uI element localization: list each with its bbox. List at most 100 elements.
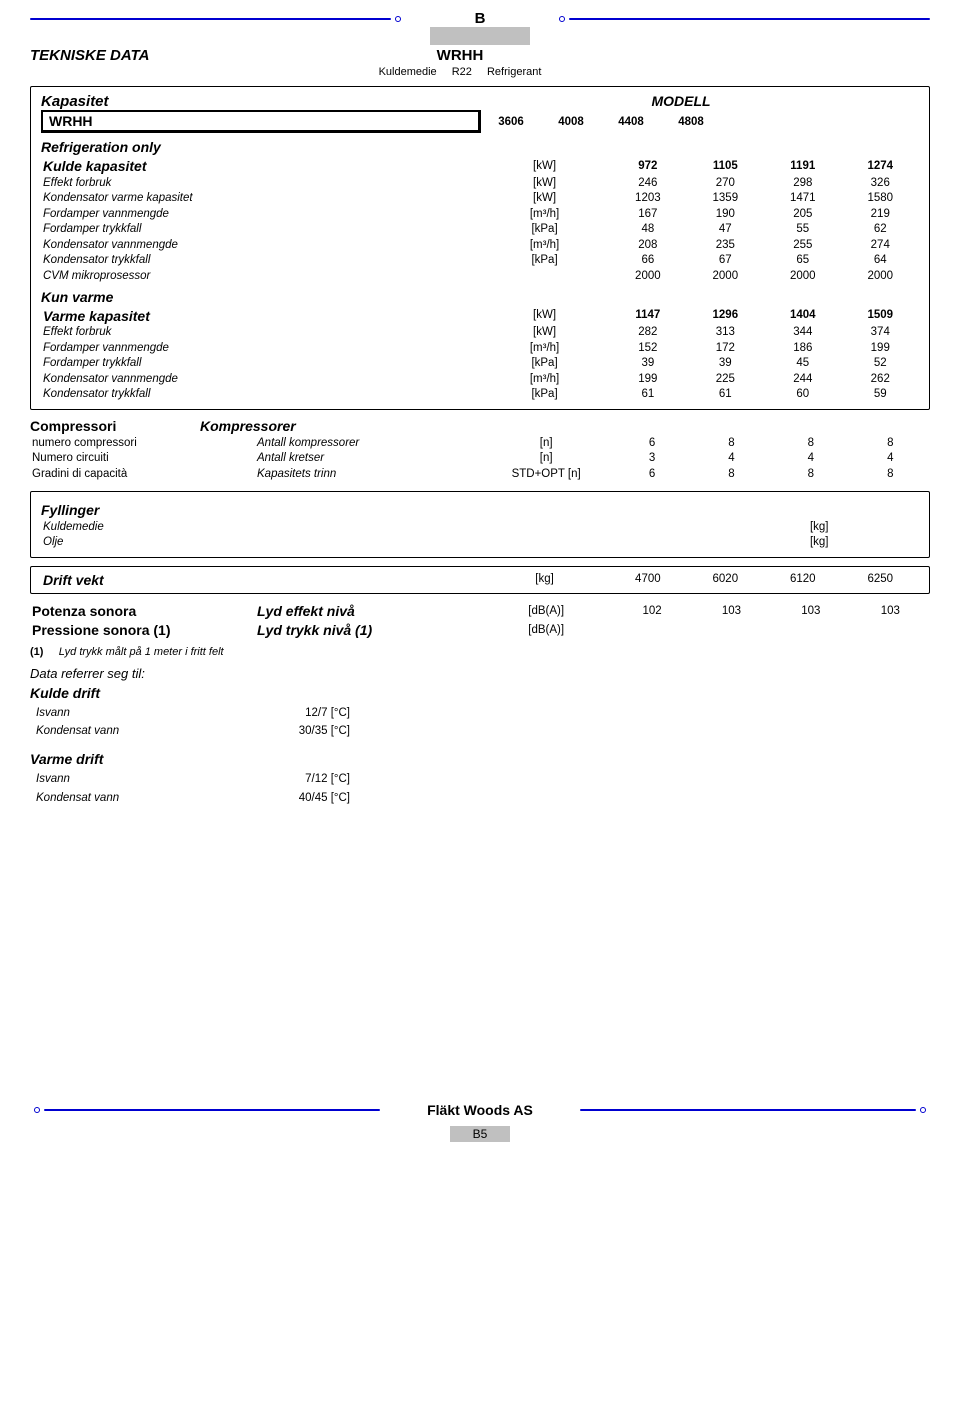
sound-table: Potenza sonoraLyd effekt nivå[dB(A)]1021… xyxy=(30,602,930,640)
row-label-1: numero compressori xyxy=(30,436,255,452)
row-value: 4 xyxy=(851,451,930,467)
sound-label-1: Potenza sonora xyxy=(30,602,255,621)
kulde-table: Isvann12/7 [°C]Kondensat vann30/35 [°C] xyxy=(30,703,356,741)
row-value: 1359 xyxy=(687,191,764,207)
compressori-heading: Compressori xyxy=(30,418,200,434)
model-columns: 3606400844084808 xyxy=(481,115,721,131)
row-value: 1471 xyxy=(764,191,841,207)
row-value: 39 xyxy=(609,356,686,372)
drift-table: Drift vekt[kg]4700602061206250 xyxy=(41,571,919,590)
kun-varme-heading: Kun varme xyxy=(41,289,919,305)
row-value: 190 xyxy=(687,207,764,223)
dot-left xyxy=(395,16,401,22)
model-col: 4408 xyxy=(601,115,661,131)
row-value: 246 xyxy=(609,176,686,192)
row-value: 2000 xyxy=(764,269,841,285)
ref-label: Isvann xyxy=(32,705,232,721)
row-value: 205 xyxy=(764,207,841,223)
table-row: Gradini di capacitàKapasitets trinnSTD+O… xyxy=(30,467,930,483)
row-value: 262 xyxy=(842,372,919,388)
row-value: 39 xyxy=(687,356,764,372)
subtitle-right: Refrigerant xyxy=(487,66,541,78)
row-unit: [kPa] xyxy=(480,356,609,372)
row-value: 298 xyxy=(764,176,841,192)
compressori-table: numero compressoriAntall kompressorer[n]… xyxy=(30,436,930,483)
table-row: Kondensat vann30/35 [°C] xyxy=(32,723,354,739)
sound-label-2: Lyd effekt nivå xyxy=(255,602,480,621)
row-label-2: Antall kompressorer xyxy=(255,436,480,452)
row-unit xyxy=(480,269,609,285)
row-value: 1509 xyxy=(842,307,919,326)
footnote: (1) Lyd trykk målt på 1 meter i fritt fe… xyxy=(30,646,930,658)
drift-unit: [kg] xyxy=(480,571,609,590)
kulde-drift-heading: Kulde drift xyxy=(30,685,930,701)
footer-line-l xyxy=(44,1109,380,1111)
row-unit: [kW] xyxy=(480,307,609,326)
row-value: 244 xyxy=(764,372,841,388)
row-value: 66 xyxy=(609,253,686,269)
row-value: 8 xyxy=(771,467,850,483)
row-value: 274 xyxy=(842,238,919,254)
row-value: 208 xyxy=(609,238,686,254)
drift-value: 6120 xyxy=(764,571,841,590)
row-value: 199 xyxy=(842,341,919,357)
table-row: Kondensator vannmengde[m³/h]208235255274 xyxy=(41,238,919,254)
line-right xyxy=(569,18,930,20)
ref-label: Kondensat vann xyxy=(32,790,232,806)
table-row: Fordamper trykkfall[kPa]39394552 xyxy=(41,356,919,372)
row-value: 8 xyxy=(692,467,771,483)
row-value: 59 xyxy=(842,387,919,403)
sound-label-2: Lyd trykk nivå (1) xyxy=(255,621,480,640)
row-value: 8 xyxy=(851,467,930,483)
header-top-line: B xyxy=(30,10,930,27)
kapasitet-heading: Kapasitet xyxy=(41,93,481,110)
row-value: 235 xyxy=(687,238,764,254)
row-value: 52 xyxy=(842,356,919,372)
ref-value: 40/45 [°C] xyxy=(234,790,354,806)
row-value: 270 xyxy=(687,176,764,192)
kapasitet-table: Kulde kapasitet[kW]972110511911274Effekt… xyxy=(41,157,919,285)
row-label: Fordamper trykkfall xyxy=(41,356,480,372)
footer-line: Fläkt Woods AS xyxy=(30,1098,930,1122)
refrigeration-only-heading: Refrigeration only xyxy=(41,139,919,155)
row-value: 225 xyxy=(687,372,764,388)
row-value: 199 xyxy=(609,372,686,388)
sound-value xyxy=(612,621,691,640)
sound-label-1: Pressione sonora (1) xyxy=(30,621,255,640)
row-label-2: Kapasitets trinn xyxy=(255,467,480,483)
row-label-1: Numero circuiti xyxy=(30,451,255,467)
row-label: Kondensator trykkfall xyxy=(41,387,480,403)
sound-value: 102 xyxy=(612,602,691,621)
row-unit: [kPa] xyxy=(480,387,609,403)
subtitle-left: Kuldemedie xyxy=(379,66,437,78)
row-unit: [kW] xyxy=(480,157,609,176)
row-unit: [n] xyxy=(480,436,612,452)
row-label-1: Gradini di capacità xyxy=(30,467,255,483)
row-value: 152 xyxy=(609,341,686,357)
row-value: 1296 xyxy=(687,307,764,326)
row-value: 1404 xyxy=(764,307,841,326)
row-unit: [m³/h] xyxy=(480,372,609,388)
table-row: Fordamper vannmengde[m³/h]167190205219 xyxy=(41,207,919,223)
title-center: WRHH Kuldemedie R22 Refrigerant xyxy=(310,47,610,78)
model-col: 3606 xyxy=(481,115,541,131)
row-label: Kuldemedie xyxy=(41,520,719,536)
row-value: 6 xyxy=(612,436,691,452)
fyllinger-table: Kuldemedie[kg]Olje[kg] xyxy=(41,520,919,551)
row-value: 67 xyxy=(687,253,764,269)
row-value: 1274 xyxy=(842,157,919,176)
row-value: 2000 xyxy=(687,269,764,285)
row-value: 972 xyxy=(609,157,686,176)
table-row: Kondensator vannmengde[m³/h]199225244262 xyxy=(41,372,919,388)
row-value: 8 xyxy=(692,436,771,452)
row-label: Effekt forbruk xyxy=(41,325,480,341)
row-value: 1191 xyxy=(764,157,841,176)
title-row: TEKNISKE DATA WRHH Kuldemedie R22 Refrig… xyxy=(30,47,930,78)
table-row: Potenza sonoraLyd effekt nivå[dB(A)]1021… xyxy=(30,602,930,621)
ref-value: 7/12 [°C] xyxy=(234,771,354,787)
row-value: 64 xyxy=(842,253,919,269)
table-row: Kondensat vann40/45 [°C] xyxy=(32,790,354,806)
row-value: 62 xyxy=(842,222,919,238)
table-row: Kondensator trykkfall[kPa]61616059 xyxy=(41,387,919,403)
footer: Fläkt Woods AS B5 xyxy=(30,1098,930,1142)
